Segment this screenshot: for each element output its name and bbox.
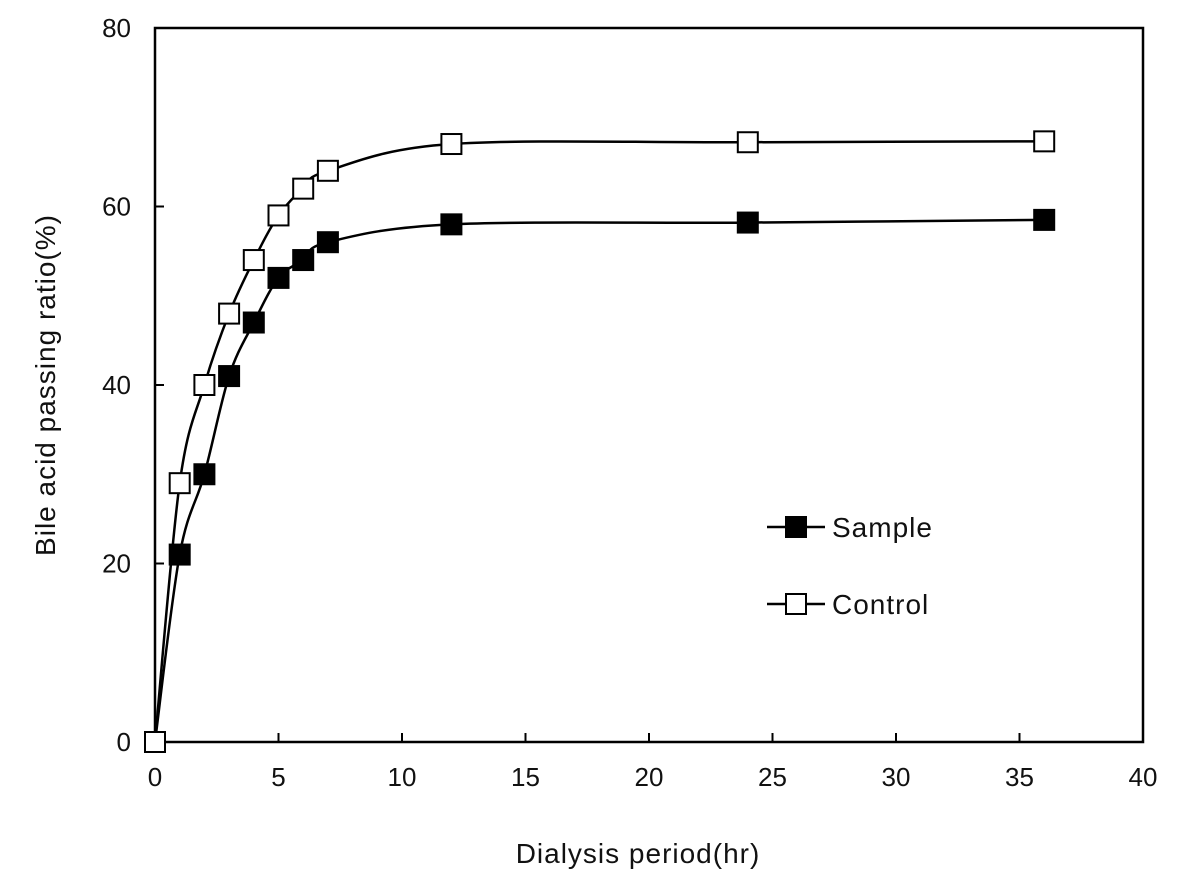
data-point-sample [316,231,339,254]
data-point-control [316,159,339,182]
legend-label-sample: Sample [832,512,933,543]
x-tick-label: 40 [1129,762,1158,792]
data-point-control [193,374,216,396]
data-point-control [168,472,191,495]
data-point-sample [193,463,216,486]
y-tick-label: 60 [102,192,131,222]
series-line-sample [153,218,1045,743]
legend-item-control: Control [767,589,929,620]
data-point-sample [168,543,191,566]
x-axis-title: Dialysis period(hr) [516,838,761,869]
data-point-control [736,131,759,154]
data-point-control [1033,130,1056,153]
data-point-control [144,731,166,753]
legend-label-control: Control [832,589,929,620]
x-tick-label: 20 [635,762,664,792]
data-point-sample [218,365,241,388]
x-tick-label: 10 [388,762,417,792]
y-tick-label: 0 [117,727,131,757]
x-tick-label: 15 [511,762,540,792]
data-point-control [242,249,265,272]
data-point-sample [292,249,315,272]
legend-marker-control [785,593,807,615]
x-tick-label: 0 [148,762,162,792]
data-point-sample [440,213,463,236]
data-point-sample [267,266,290,289]
y-tick-label: 40 [102,370,131,400]
plot-area-frame [153,26,1145,744]
data-point-control [292,177,315,200]
x-tick-label: 25 [758,762,787,792]
x-tick-label: 30 [882,762,911,792]
data-point-control [267,204,290,227]
x-tick-label: 35 [1005,762,1034,792]
y-axis-title: Bile acid passing ratio(%) [30,214,61,556]
x-tick-label: 5 [271,762,285,792]
data-point-sample [242,311,265,334]
data-point-sample [736,211,759,234]
y-tick-label: 80 [102,13,131,43]
data-point-control [440,133,463,156]
y-tick-label: 20 [102,549,131,579]
series-line-control [153,140,1045,743]
legend-marker-sample [785,516,807,538]
data-point-sample [1033,208,1056,231]
data-point-control [218,302,241,325]
legend-item-sample: Sample [767,512,933,543]
